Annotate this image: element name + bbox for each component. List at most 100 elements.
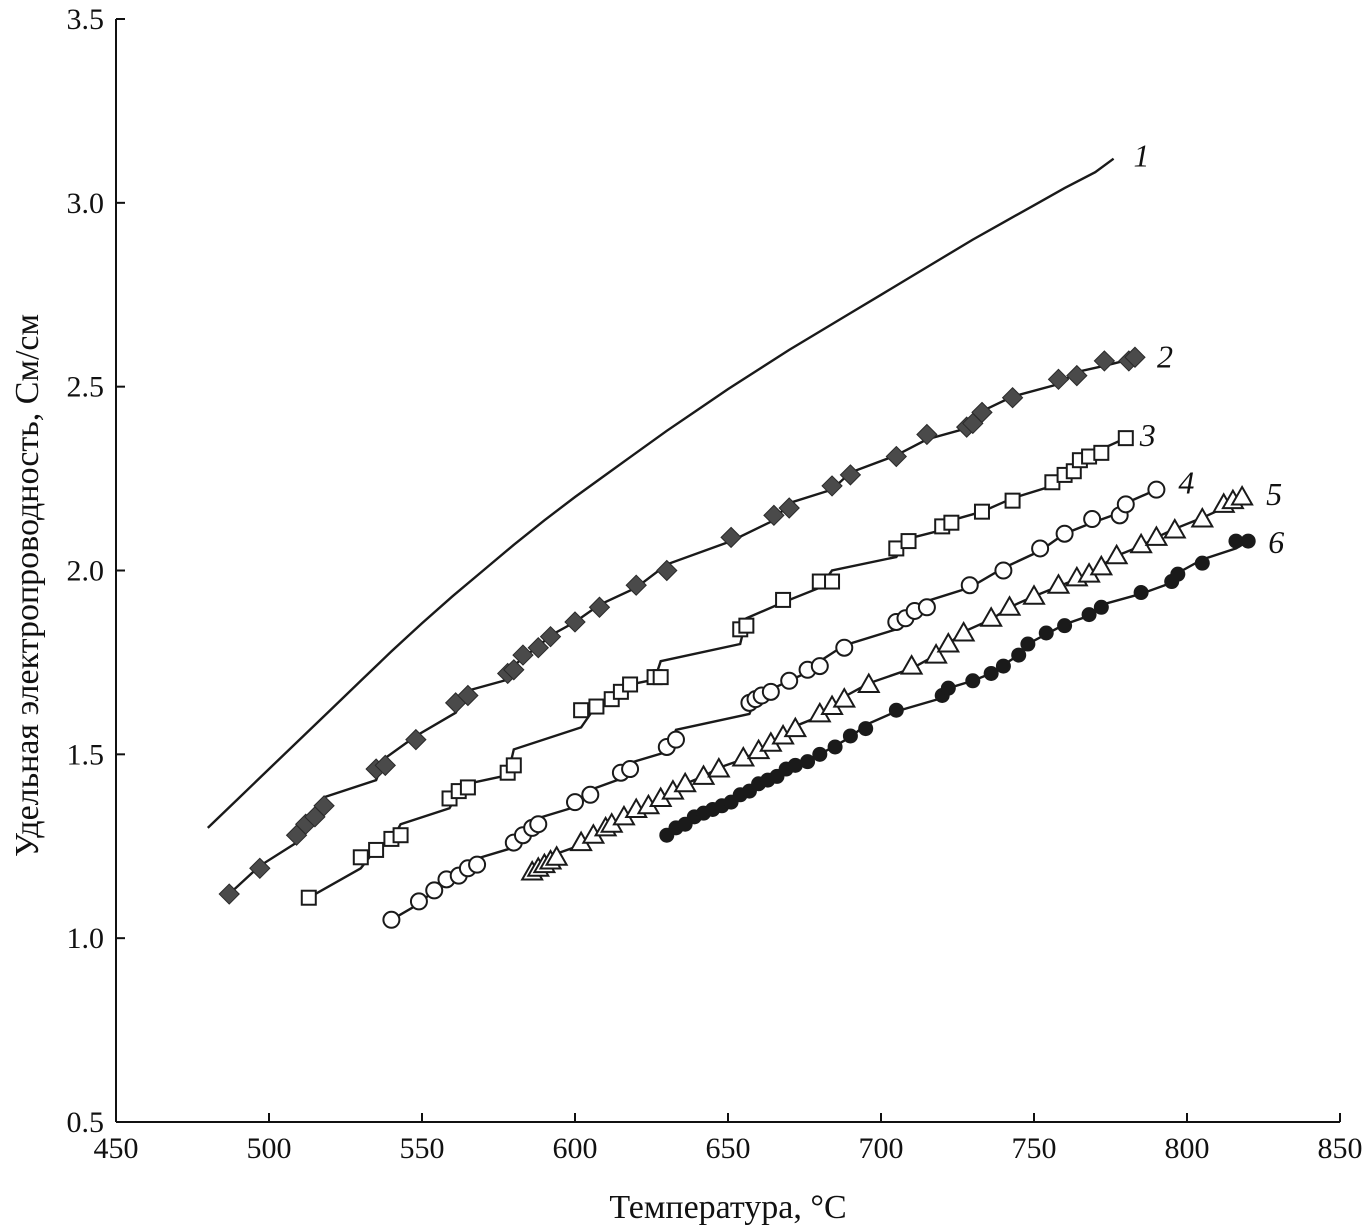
data-point [1124, 346, 1146, 368]
data-point [405, 728, 427, 751]
data-point [1194, 555, 1210, 571]
data-point [652, 669, 669, 686]
data-point [812, 746, 828, 762]
data-point [588, 698, 605, 715]
data-point [839, 464, 862, 486]
data-point [965, 673, 981, 689]
data-point [1093, 350, 1116, 372]
x-tick-label: 800 [1165, 1132, 1210, 1165]
data-point [382, 910, 401, 929]
data-point [1093, 599, 1109, 615]
data-point [1004, 492, 1021, 509]
data-point [1055, 524, 1074, 543]
x-tick-label: 450 [94, 1132, 139, 1165]
data-point [656, 559, 678, 582]
y-tick-label: 1.5 [67, 738, 105, 771]
x-tick-label: 700 [859, 1132, 904, 1165]
data-point [1144, 525, 1169, 546]
data-point [1240, 533, 1256, 549]
data-point [1228, 533, 1244, 549]
x-axis-title: Температура, °C [609, 1189, 846, 1226]
data-point [666, 730, 685, 749]
data-point [459, 779, 476, 796]
series-4-label: 4 [1178, 465, 1194, 501]
data-point [940, 680, 956, 696]
data-point [503, 659, 525, 681]
data-point [1170, 566, 1186, 582]
data-point [917, 598, 936, 617]
data-point [1093, 444, 1110, 461]
series-5-label: 5 [1266, 476, 1282, 512]
data-point [720, 526, 742, 549]
series-1-curve [206, 157, 1115, 829]
data-point [835, 638, 854, 657]
data-point [1104, 543, 1129, 565]
data-point [544, 845, 569, 866]
data-point [468, 855, 487, 874]
data-point [916, 423, 938, 446]
data-point [763, 504, 785, 527]
data-point [832, 687, 857, 708]
data-point [842, 728, 858, 744]
data-point [622, 676, 639, 693]
data-point [512, 644, 534, 666]
data-point [979, 606, 1003, 627]
data-point [529, 815, 548, 834]
data-point [994, 561, 1013, 580]
data-point [218, 883, 240, 905]
series-2-label: 2 [1157, 338, 1173, 374]
data-point [943, 514, 960, 531]
data-point [300, 889, 317, 906]
data-point [858, 721, 874, 737]
data-point [775, 591, 792, 608]
x-tick-label: 500 [247, 1132, 292, 1165]
x-tick-label: 600 [553, 1132, 598, 1165]
data-point [1020, 636, 1036, 652]
data-point [368, 841, 385, 858]
data-point [900, 533, 917, 550]
data-point [425, 881, 444, 900]
axes: 450 500 550 600 650 700 750 800 850 0.5 1.0 1.5 2.0 2… [67, 3, 1363, 1165]
x-tick-label: 850 [1318, 1132, 1363, 1165]
data-point [800, 754, 816, 770]
data-point [505, 757, 522, 774]
data-point [1116, 495, 1135, 514]
data-point [1230, 484, 1254, 506]
data-point [1038, 625, 1054, 641]
data-point [924, 643, 948, 664]
data-point [1047, 368, 1070, 391]
data-point [783, 716, 808, 738]
data-point [1147, 480, 1166, 499]
data-point [1089, 554, 1114, 576]
data-point [566, 793, 584, 812]
data-point [995, 658, 1011, 674]
x-tick-label: 750 [1012, 1132, 1057, 1165]
data-point [457, 684, 479, 707]
data-point [581, 785, 600, 804]
series-labels: 1 2 34 5 6 [1134, 138, 1285, 560]
data-point [780, 671, 799, 690]
series-3-label: 3 [1139, 417, 1156, 453]
data-point [1190, 507, 1215, 528]
data-point [1066, 364, 1088, 387]
data-point [1001, 386, 1024, 409]
data-point [625, 574, 647, 596]
data-point [761, 682, 780, 701]
data-point [1083, 510, 1102, 529]
x-tick-label: 650 [706, 1132, 751, 1165]
data-point [821, 475, 843, 497]
data-point [738, 617, 755, 634]
data-point [409, 892, 428, 911]
data-point [899, 654, 924, 675]
data-point [824, 573, 841, 590]
data-point [707, 757, 731, 778]
data-point [888, 702, 904, 718]
data-point [885, 445, 908, 468]
data-point [810, 657, 829, 676]
data-point [1057, 618, 1073, 634]
data-points [218, 346, 1256, 929]
data-point [352, 849, 369, 866]
series-1-label: 1 [1134, 138, 1150, 174]
